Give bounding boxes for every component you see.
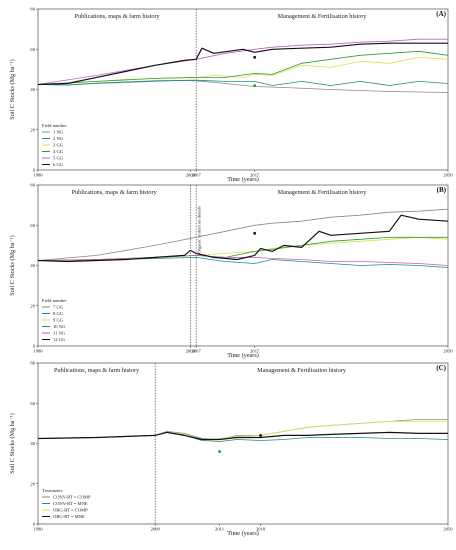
x-axis-label: Time (years) — [227, 530, 259, 537]
y-tick-label: 20 — [30, 481, 35, 486]
series-line-6 — [37, 42, 448, 86]
series-line-2 — [37, 257, 449, 268]
data-marker — [259, 434, 262, 437]
plot-frame — [37, 362, 449, 525]
x-tick-label: 2050 — [443, 173, 453, 178]
annotation-management: Management & Fertilisation history — [278, 13, 368, 20]
legend-entry: 5 GG — [53, 156, 64, 161]
series-line-1 — [37, 80, 449, 93]
y-tick-label: 60 — [30, 401, 35, 406]
legend-entry: 4 GG — [53, 149, 64, 154]
y-tick-label: 80 — [30, 7, 35, 12]
annotation-history: Publications, maps & farm history — [75, 13, 161, 20]
chart-panel-3: 0 20 40 60 80 1980 2000 2011 2018 2050 Time (years… — [9, 361, 453, 537]
legend-entry: CONV-RT = MNE — [53, 501, 88, 506]
x-tick-label: 2018 — [256, 527, 266, 532]
y-tick-label: 0 — [33, 522, 36, 527]
legend-entry: 11 NG — [53, 331, 66, 336]
data-marker — [218, 450, 221, 453]
y-tick-label: 0 — [33, 168, 36, 173]
y-axis-label: Soil C Stocks (Mg ha⁻¹) — [9, 59, 16, 119]
y-tick-label: 60 — [30, 223, 35, 228]
legend-entry: 8 GG — [53, 311, 64, 316]
legend-entry: 12 GG — [53, 337, 66, 342]
panel-label: (C) — [436, 364, 446, 372]
legend-entry: 6 GG — [53, 162, 64, 167]
plot-frame — [37, 184, 449, 347]
legend-entry: CONV-RT = COMP — [53, 495, 91, 500]
panel-label: (A) — [436, 10, 446, 18]
annotation-management: Management & Fertilisation history — [278, 189, 368, 196]
x-tick-label: 1980 — [33, 349, 43, 354]
series-line-3 — [37, 421, 448, 440]
y-tick-label: 80 — [30, 361, 35, 366]
legend-entry: 9 GG — [53, 318, 64, 323]
y-axis-label: Soil C Stocks (Mg ha⁻¹) — [9, 235, 16, 295]
legend-entry: 3 GG — [53, 143, 64, 148]
legend-entry: 7 GG — [53, 305, 64, 310]
y-tick-label: 60 — [30, 47, 35, 52]
x-axis-label: Time (years) — [227, 176, 259, 183]
x-tick-label: 1980 — [33, 527, 43, 532]
series-line-4 — [37, 50, 449, 85]
series-line-1 — [37, 208, 449, 261]
x-tick-label: 2017 — [250, 173, 260, 178]
legend-title: Field number — [42, 298, 67, 303]
legend-entry: ORG-RT = COMP — [53, 508, 88, 513]
x-tick-label: 2050 — [443, 349, 453, 354]
x-tick-label: 2011 — [215, 527, 225, 532]
x-tick-label: 2000 — [151, 527, 161, 532]
x-axis-label: Time (years) — [227, 352, 259, 359]
y-axis-label: Soil C Stocks (Mg ha⁻¹) — [9, 413, 16, 473]
data-marker — [253, 55, 257, 59]
x-tick-label: 1980 — [33, 173, 43, 178]
x-tick-label: 2007 — [192, 349, 202, 354]
x-tick-label: 2006 — [186, 349, 196, 354]
x-tick-label: 2007 — [192, 173, 202, 178]
series-line-2 — [37, 79, 449, 86]
y-tick-label: 40 — [30, 263, 35, 268]
legend-entry: 10 NG — [53, 324, 66, 329]
legend-entry: 2 NG — [53, 136, 64, 141]
data-marker — [253, 84, 257, 87]
series-line-4 — [37, 431, 448, 441]
legend-entry: 1 NG — [53, 130, 64, 135]
panel-label: (B) — [437, 186, 447, 194]
annotation-management: Management & Fertilisation history — [257, 367, 347, 374]
series-line-6 — [37, 214, 449, 263]
annotation-history: Publications, maps & farm history — [72, 189, 158, 196]
y-tick-label: 40 — [30, 441, 35, 446]
y-tick-label: 80 — [30, 183, 35, 188]
y-tick-label: 20 — [30, 127, 35, 132]
plot-frame — [37, 8, 449, 171]
legend-title: Field number — [42, 123, 67, 128]
x-tick-label: 2017 — [250, 349, 260, 354]
x-tick-label: 2050 — [443, 527, 453, 532]
legend-entry: ORG-RT = MNE — [53, 514, 85, 519]
series-line-3 — [37, 56, 449, 85]
y-tick-label: 40 — [30, 87, 35, 92]
legend-title: Treatments — [42, 488, 63, 493]
data-marker — [253, 231, 257, 235]
annotation-history: Publications, maps & farm history — [54, 367, 140, 374]
y-tick-label: 0 — [33, 344, 36, 349]
y-tick-label: 20 — [30, 303, 35, 308]
annotation-organic-system: Organic system on details — [196, 206, 201, 254]
x-tick-label: 2006 — [186, 173, 196, 178]
